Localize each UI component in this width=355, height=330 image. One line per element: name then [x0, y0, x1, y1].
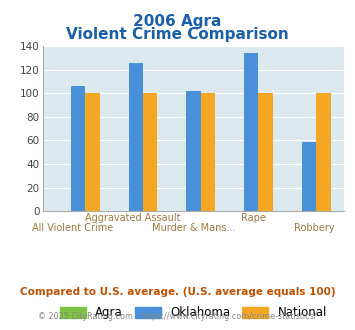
Text: Murder & Mans...: Murder & Mans...	[152, 223, 235, 233]
Bar	[258, 93, 273, 211]
Text: Robbery: Robbery	[294, 223, 334, 233]
Bar	[85, 93, 100, 211]
Bar	[186, 91, 201, 211]
Bar	[129, 63, 143, 211]
Text: All Violent Crime: All Violent Crime	[32, 223, 113, 233]
Text: Violent Crime Comparison: Violent Crime Comparison	[66, 27, 289, 42]
Bar	[244, 53, 258, 211]
Bar	[201, 93, 215, 211]
Bar	[316, 93, 331, 211]
Text: Rape: Rape	[241, 213, 266, 223]
Legend: Agra, Oklahoma, National: Agra, Oklahoma, National	[56, 303, 331, 323]
Text: Compared to U.S. average. (U.S. average equals 100): Compared to U.S. average. (U.S. average …	[20, 287, 335, 297]
Text: 2006 Agra: 2006 Agra	[133, 14, 222, 29]
Bar	[302, 142, 316, 211]
Text: © 2025 CityRating.com - https://www.cityrating.com/crime-statistics/: © 2025 CityRating.com - https://www.city…	[38, 312, 317, 321]
Text: Aggravated Assault: Aggravated Assault	[85, 213, 181, 223]
Bar	[71, 86, 85, 211]
Bar	[143, 93, 157, 211]
